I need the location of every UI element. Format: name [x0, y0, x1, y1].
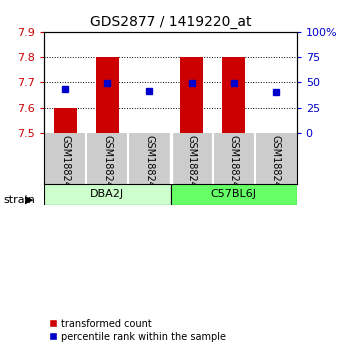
Text: ▶: ▶	[25, 195, 33, 205]
Bar	[222, 57, 245, 133]
Bar	[96, 57, 119, 133]
Title: GDS2877 / 1419220_at: GDS2877 / 1419220_at	[90, 16, 251, 29]
Text: strain: strain	[3, 195, 35, 205]
Text: GSM188242: GSM188242	[271, 135, 281, 194]
Text: GSM188241: GSM188241	[228, 135, 239, 194]
Text: C57BL6J: C57BL6J	[211, 189, 256, 199]
Text: GSM188244: GSM188244	[102, 135, 113, 194]
Bar	[170, 184, 297, 205]
Text: GSM188240: GSM188240	[187, 135, 196, 194]
Bar	[264, 132, 287, 133]
Bar	[44, 184, 170, 205]
Legend: transformed count, percentile rank within the sample: transformed count, percentile rank withi…	[46, 315, 230, 346]
Text: GSM188243: GSM188243	[60, 135, 70, 194]
Bar	[138, 132, 161, 133]
Text: GSM188245: GSM188245	[145, 135, 154, 194]
Bar	[180, 57, 203, 133]
Bar	[54, 108, 77, 133]
Text: DBA2J: DBA2J	[90, 189, 124, 199]
